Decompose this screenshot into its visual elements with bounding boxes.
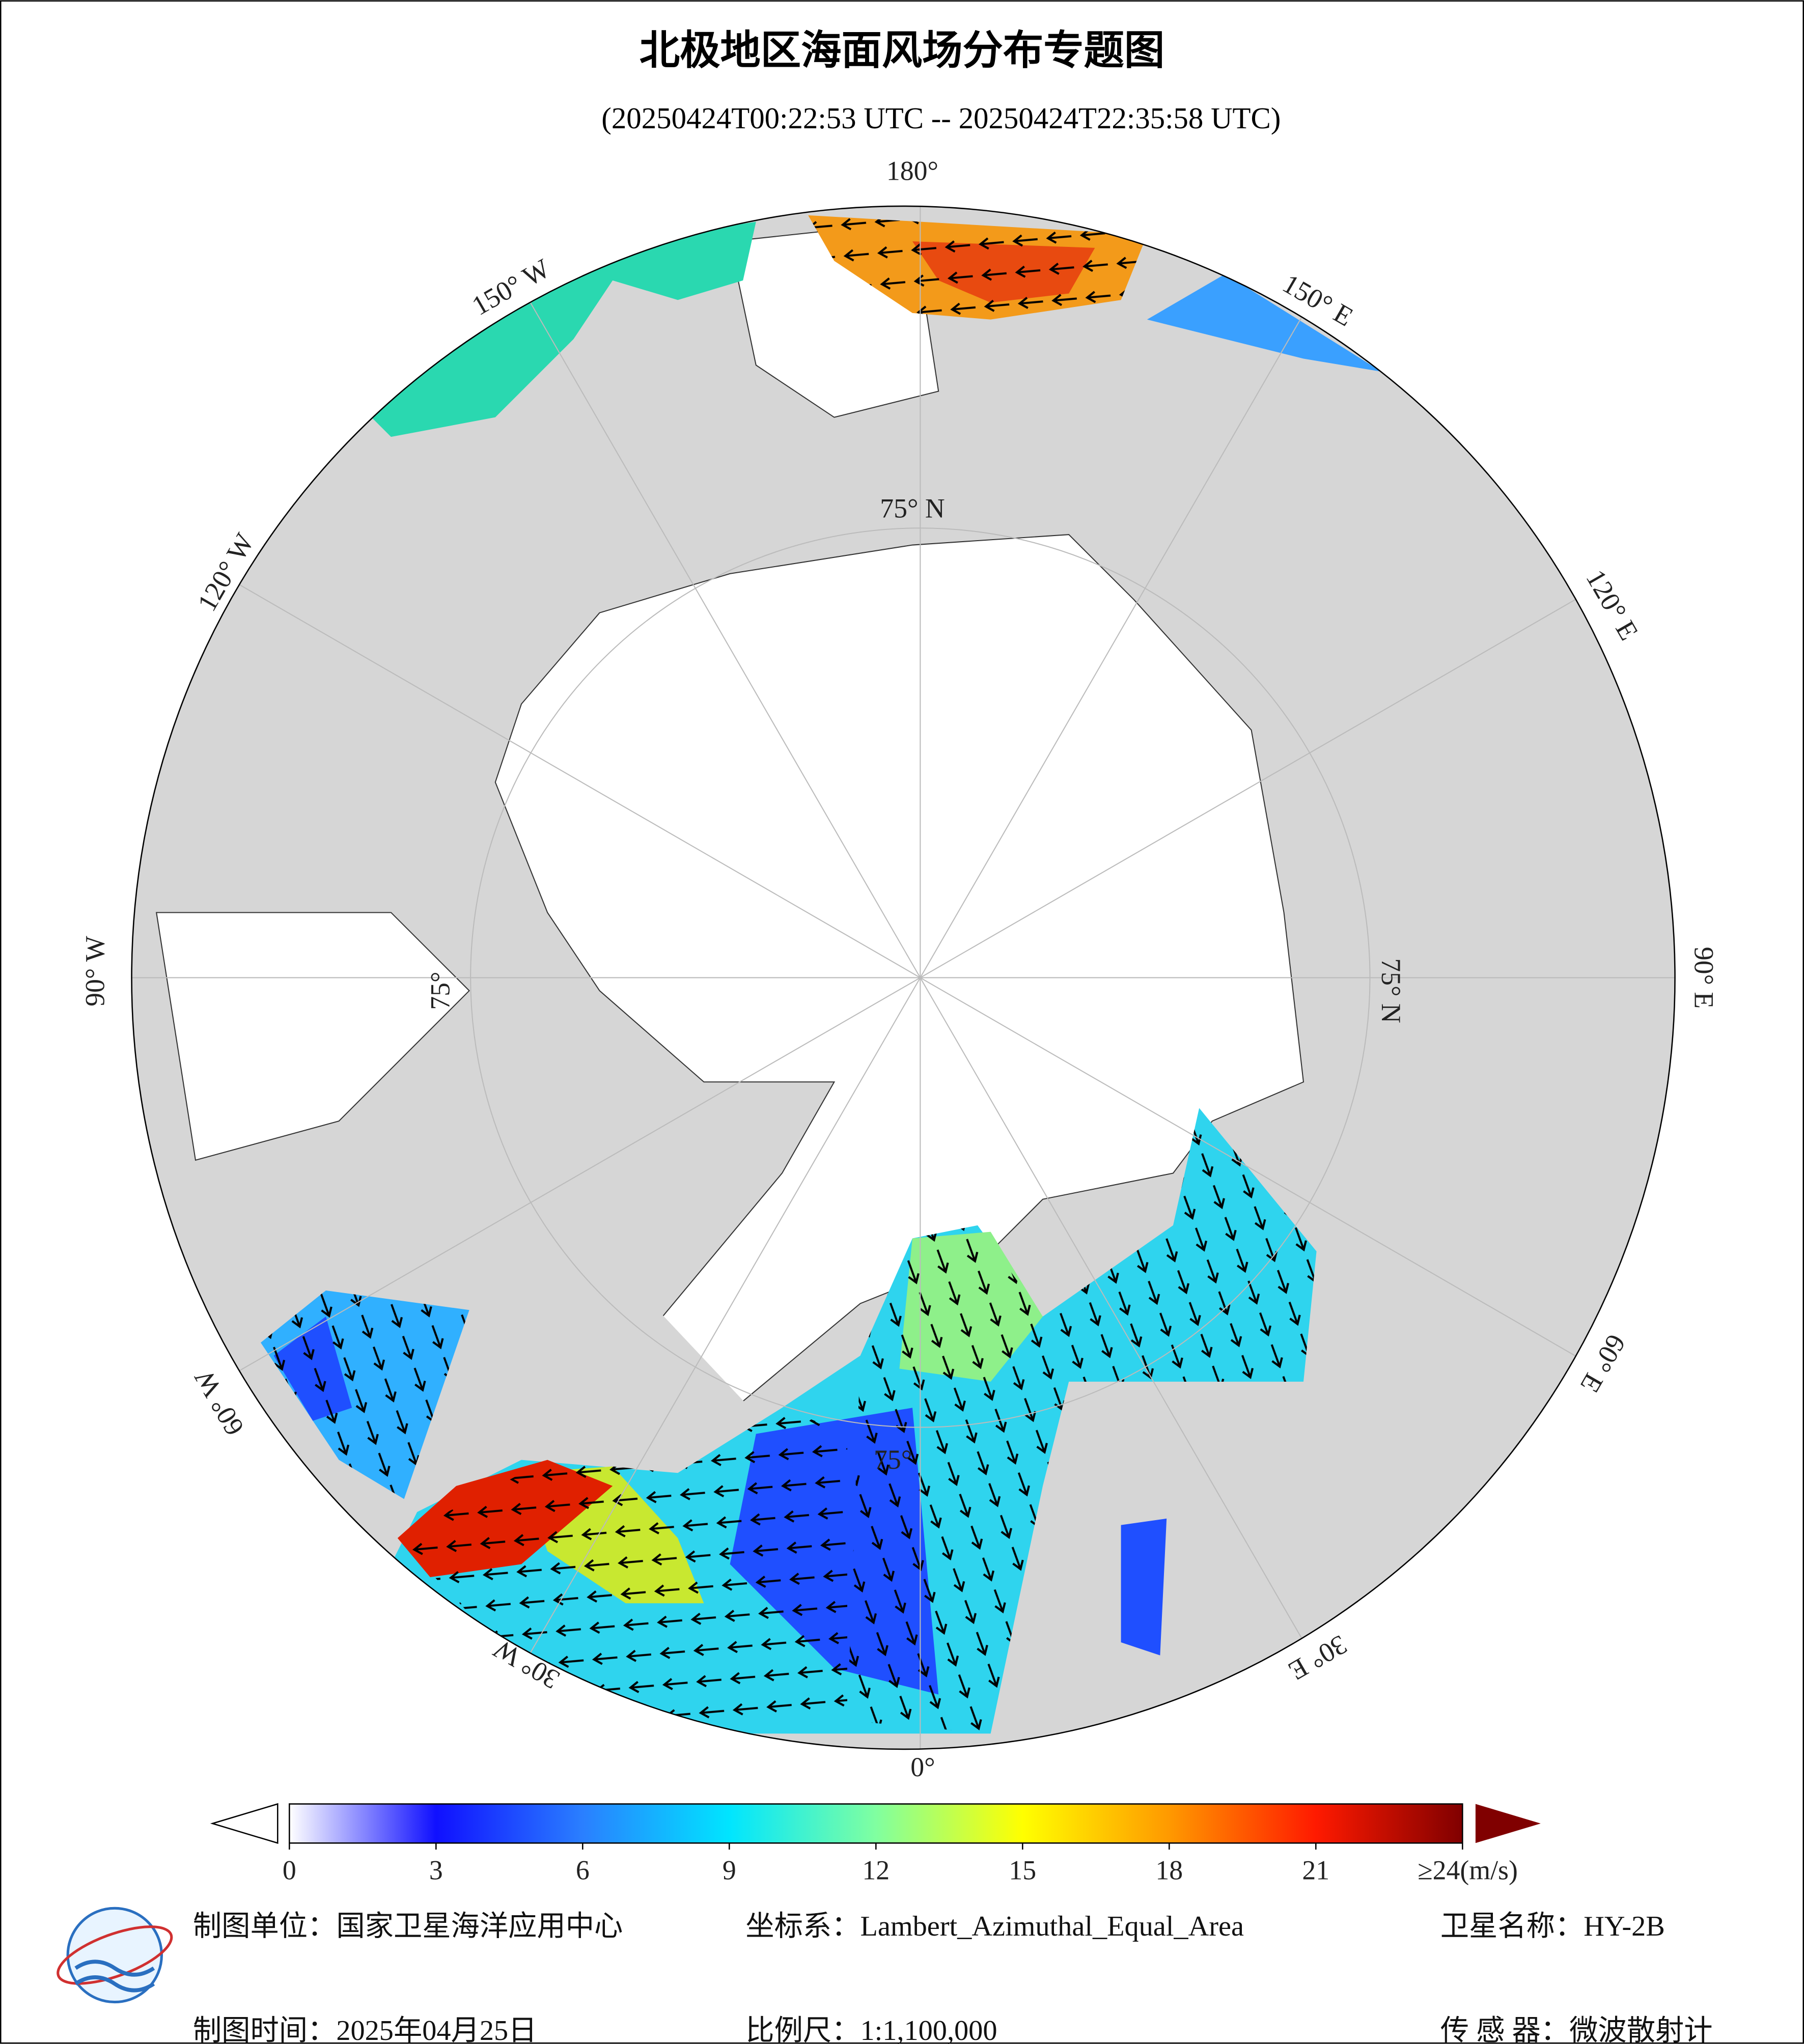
colorbar-tick-label: ≥24(m/s) [1418, 1855, 1518, 1885]
colorbar-tick-label: 3 [429, 1855, 443, 1885]
hudson-bay [155, 912, 470, 1161]
colorbar [289, 1803, 1463, 1844]
longitude-label: 90° E [1688, 947, 1719, 1009]
meridian [920, 277, 1325, 978]
colorbar-tick-label: 18 [1155, 1855, 1183, 1885]
wind-vectors [808, 215, 1147, 320]
meridian [920, 573, 1621, 978]
colorbar-over [1475, 1804, 1541, 1843]
colorbar-under [210, 1803, 279, 1844]
latitude-label: 75° N [1376, 958, 1406, 1023]
latitude-label: 75° [425, 971, 456, 1010]
scale: 比例尺：1:1,100,000 [745, 2015, 997, 2044]
greenland-tip [560, 1303, 756, 1473]
longitude-label: 90° W [79, 936, 110, 1006]
colorbar-tick-label: 9 [723, 1855, 736, 1885]
meridian [920, 977, 1621, 1382]
projection: 坐标系：Lambert_Azimuthal_Equal_Area [745, 1911, 1244, 1942]
wind-vectors [260, 1290, 469, 1499]
colorbar-tick-label: 21 [1302, 1855, 1329, 1885]
date: 制图时间：2025年04月25日 [193, 2015, 537, 2044]
logo [57, 1907, 173, 2004]
latitude-label: 75° [874, 1444, 912, 1475]
wind-vectors [847, 1108, 1317, 1734]
meridian [220, 977, 921, 1382]
colorbar-tick-label: 6 [576, 1855, 590, 1885]
colorbar-tick-label: 0 [283, 1855, 296, 1885]
wind-swath [1121, 1518, 1167, 1656]
latitude-label: 75° N [880, 493, 945, 523]
title: 北极地区海面风场分布专题图 [640, 29, 1164, 73]
longitude-label: 180° [886, 155, 938, 186]
colorbar-tick-label: 12 [862, 1855, 890, 1885]
satellite: 卫星名称：HY-2B [1440, 1911, 1665, 1942]
meridian [515, 977, 921, 1678]
colorbar-ticks: 0 3 6 9 12 15 18 21 ≥24(m/s) [283, 1843, 1518, 1885]
sensor: 传 感 器：微波散射计 [1440, 2015, 1713, 2044]
graticule [131, 206, 1675, 1749]
meridian [920, 977, 1325, 1678]
colorbar-tick-label: 15 [1009, 1855, 1036, 1885]
agency: 制图单位：国家卫星海洋应用中心 [193, 1911, 623, 1942]
subtitle: (20250424T00:22:53 UTC -- 20250424T22:35… [601, 102, 1281, 135]
meridian [515, 277, 921, 978]
map [131, 206, 1675, 1749]
wind-swath [358, 221, 756, 437]
wind-swath [1147, 274, 1382, 372]
longitude-label: 0° [910, 1752, 935, 1782]
map-border [131, 205, 1676, 1750]
meridian [220, 573, 921, 978]
